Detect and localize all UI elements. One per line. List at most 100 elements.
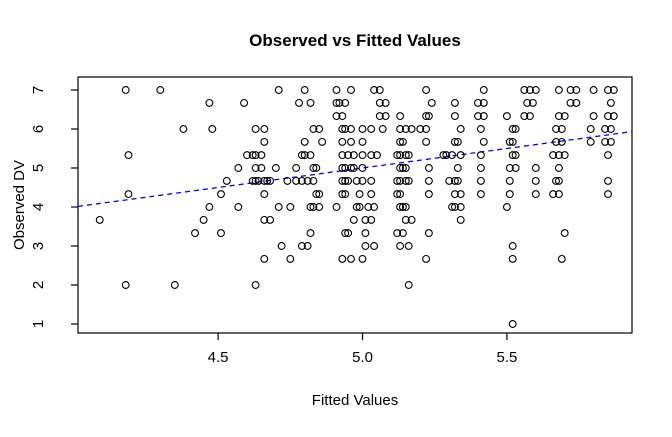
data-point: [407, 215, 416, 224]
data-point: [286, 203, 295, 211]
data-point: [352, 176, 361, 185]
data-point: [396, 203, 405, 211]
data-point: [401, 215, 410, 224]
data-point: [609, 112, 618, 121]
x-tick-label: 5.0: [352, 349, 373, 366]
data-point: [300, 137, 309, 146]
data-point: [341, 98, 350, 107]
data-point: [349, 215, 358, 224]
data-point: [393, 229, 402, 238]
data-point: [352, 203, 361, 211]
data-point: [263, 176, 272, 185]
data-point: [341, 125, 350, 133]
data-point: [370, 203, 379, 211]
data-point: [401, 164, 410, 172]
data-point: [450, 112, 459, 121]
axis-ticks: 4.5 5.0 5.5 1 2 3 4 5 6 7: [30, 86, 517, 366]
data-point: [424, 190, 433, 199]
data-point: [283, 176, 292, 185]
data-point: [531, 190, 540, 199]
data-point: [476, 151, 485, 160]
data-point: [251, 125, 260, 133]
data-point: [338, 125, 347, 133]
data-point: [448, 203, 457, 211]
data-point: [260, 254, 269, 263]
data-point: [404, 242, 413, 250]
data-point: [358, 254, 367, 263]
x-axis-label: Fitted Values: [312, 392, 398, 409]
data-point: [442, 151, 451, 160]
data-point: [476, 164, 485, 172]
data-point: [295, 98, 303, 107]
data-point: [474, 98, 482, 107]
data-point: [367, 215, 376, 224]
data-point: [260, 137, 269, 146]
data-point: [378, 125, 387, 133]
data-point: [191, 229, 199, 238]
data-point: [251, 176, 260, 185]
data-point: [251, 151, 260, 160]
data-point: [589, 112, 598, 121]
y-tick-label: 1: [30, 320, 47, 328]
data-point: [358, 164, 367, 172]
data-point: [554, 164, 563, 172]
data-point: [508, 242, 517, 250]
data-point: [297, 176, 306, 185]
data-point: [505, 137, 514, 146]
data-point: [572, 86, 581, 94]
data-point: [367, 151, 376, 160]
data-point: [476, 176, 485, 185]
data-point: [453, 137, 462, 146]
data-point: [505, 164, 514, 172]
y-tick-label: 5: [30, 164, 47, 172]
data-point: [367, 125, 376, 133]
data-point: [456, 203, 465, 211]
data-point: [312, 164, 321, 172]
data-point: [508, 320, 517, 328]
data-point: [315, 203, 324, 211]
data-point: [396, 137, 405, 146]
data-point: [448, 151, 457, 160]
data-point: [528, 98, 537, 107]
data-point: [274, 86, 283, 94]
data-point: [205, 98, 214, 107]
data-point: [251, 164, 260, 172]
data-point: [217, 229, 225, 238]
data-point: [424, 229, 433, 238]
data-point: [315, 190, 324, 199]
data-point: [271, 164, 280, 172]
data-point: [260, 176, 269, 185]
data-point: [208, 125, 217, 133]
data-point: [381, 112, 390, 121]
data-point: [347, 86, 355, 94]
data-point: [370, 242, 379, 250]
data-point: [312, 190, 321, 199]
data-point: [274, 203, 283, 211]
y-tick-label: 4: [30, 203, 47, 211]
data-point: [358, 151, 367, 160]
data-point: [170, 281, 179, 289]
data-point: [407, 125, 416, 133]
data-point: [606, 137, 615, 146]
data-point: [361, 215, 370, 224]
data-point: [309, 125, 318, 133]
data-point: [199, 215, 208, 224]
data-point: [404, 176, 413, 185]
data-point: [338, 254, 347, 263]
data-point: [306, 229, 315, 238]
data-point: [554, 190, 563, 199]
data-point: [370, 86, 379, 94]
data-point: [508, 125, 517, 133]
data-point: [450, 137, 459, 146]
data-point: [502, 112, 511, 121]
data-point: [338, 164, 347, 172]
data-point: [393, 151, 402, 160]
data-point: [554, 112, 563, 121]
data-point: [396, 190, 405, 199]
data-point: [396, 164, 405, 172]
data-point: [560, 229, 569, 238]
data-point: [450, 98, 459, 107]
y-tick-label: 2: [30, 281, 47, 289]
data-point: [344, 229, 353, 238]
